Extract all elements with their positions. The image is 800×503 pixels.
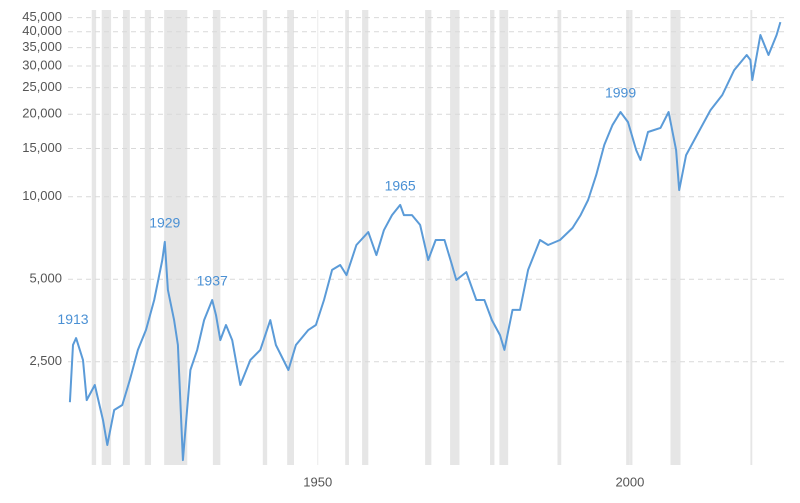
y-tick-label: 25,000 <box>22 79 62 94</box>
shaded-band <box>212 10 221 465</box>
shaded-band <box>626 10 633 465</box>
y-tick-label: 5,000 <box>29 271 62 286</box>
annotation: 1999 <box>605 85 636 101</box>
y-tick-label: 10,000 <box>22 188 62 203</box>
shaded-band <box>345 10 349 465</box>
shaded-band <box>499 10 509 465</box>
shaded-band <box>91 10 97 465</box>
y-tick-label: 30,000 <box>22 57 62 72</box>
annotation: 1965 <box>385 178 416 194</box>
y-tick-label: 35,000 <box>22 39 62 54</box>
shaded-band <box>490 10 495 465</box>
shaded-band <box>362 10 369 465</box>
annotation: 1937 <box>197 273 228 289</box>
shaded-band <box>101 10 112 465</box>
y-tick-label: 40,000 <box>22 23 62 38</box>
y-tick-label: 2,500 <box>29 353 62 368</box>
shaded-band <box>450 10 460 465</box>
shaded-band <box>144 10 152 465</box>
data-line <box>68 21 782 462</box>
annotation: 1929 <box>149 215 180 231</box>
y-tick-label: 20,000 <box>22 106 62 121</box>
y-tick-label: 15,000 <box>22 140 62 155</box>
shaded-band <box>750 10 753 465</box>
y-tick-label: 45,000 <box>22 9 62 24</box>
shaded-band <box>557 10 562 465</box>
shaded-band <box>425 10 432 465</box>
shaded-band <box>164 10 188 465</box>
shaded-band <box>670 10 681 465</box>
x-tick-label: 1950 <box>303 474 332 489</box>
shaded-band <box>262 10 268 465</box>
x-tick-label: 2000 <box>615 474 644 489</box>
shaded-band <box>287 10 295 465</box>
annotation: 1913 <box>57 311 88 327</box>
shaded-band <box>122 10 130 465</box>
